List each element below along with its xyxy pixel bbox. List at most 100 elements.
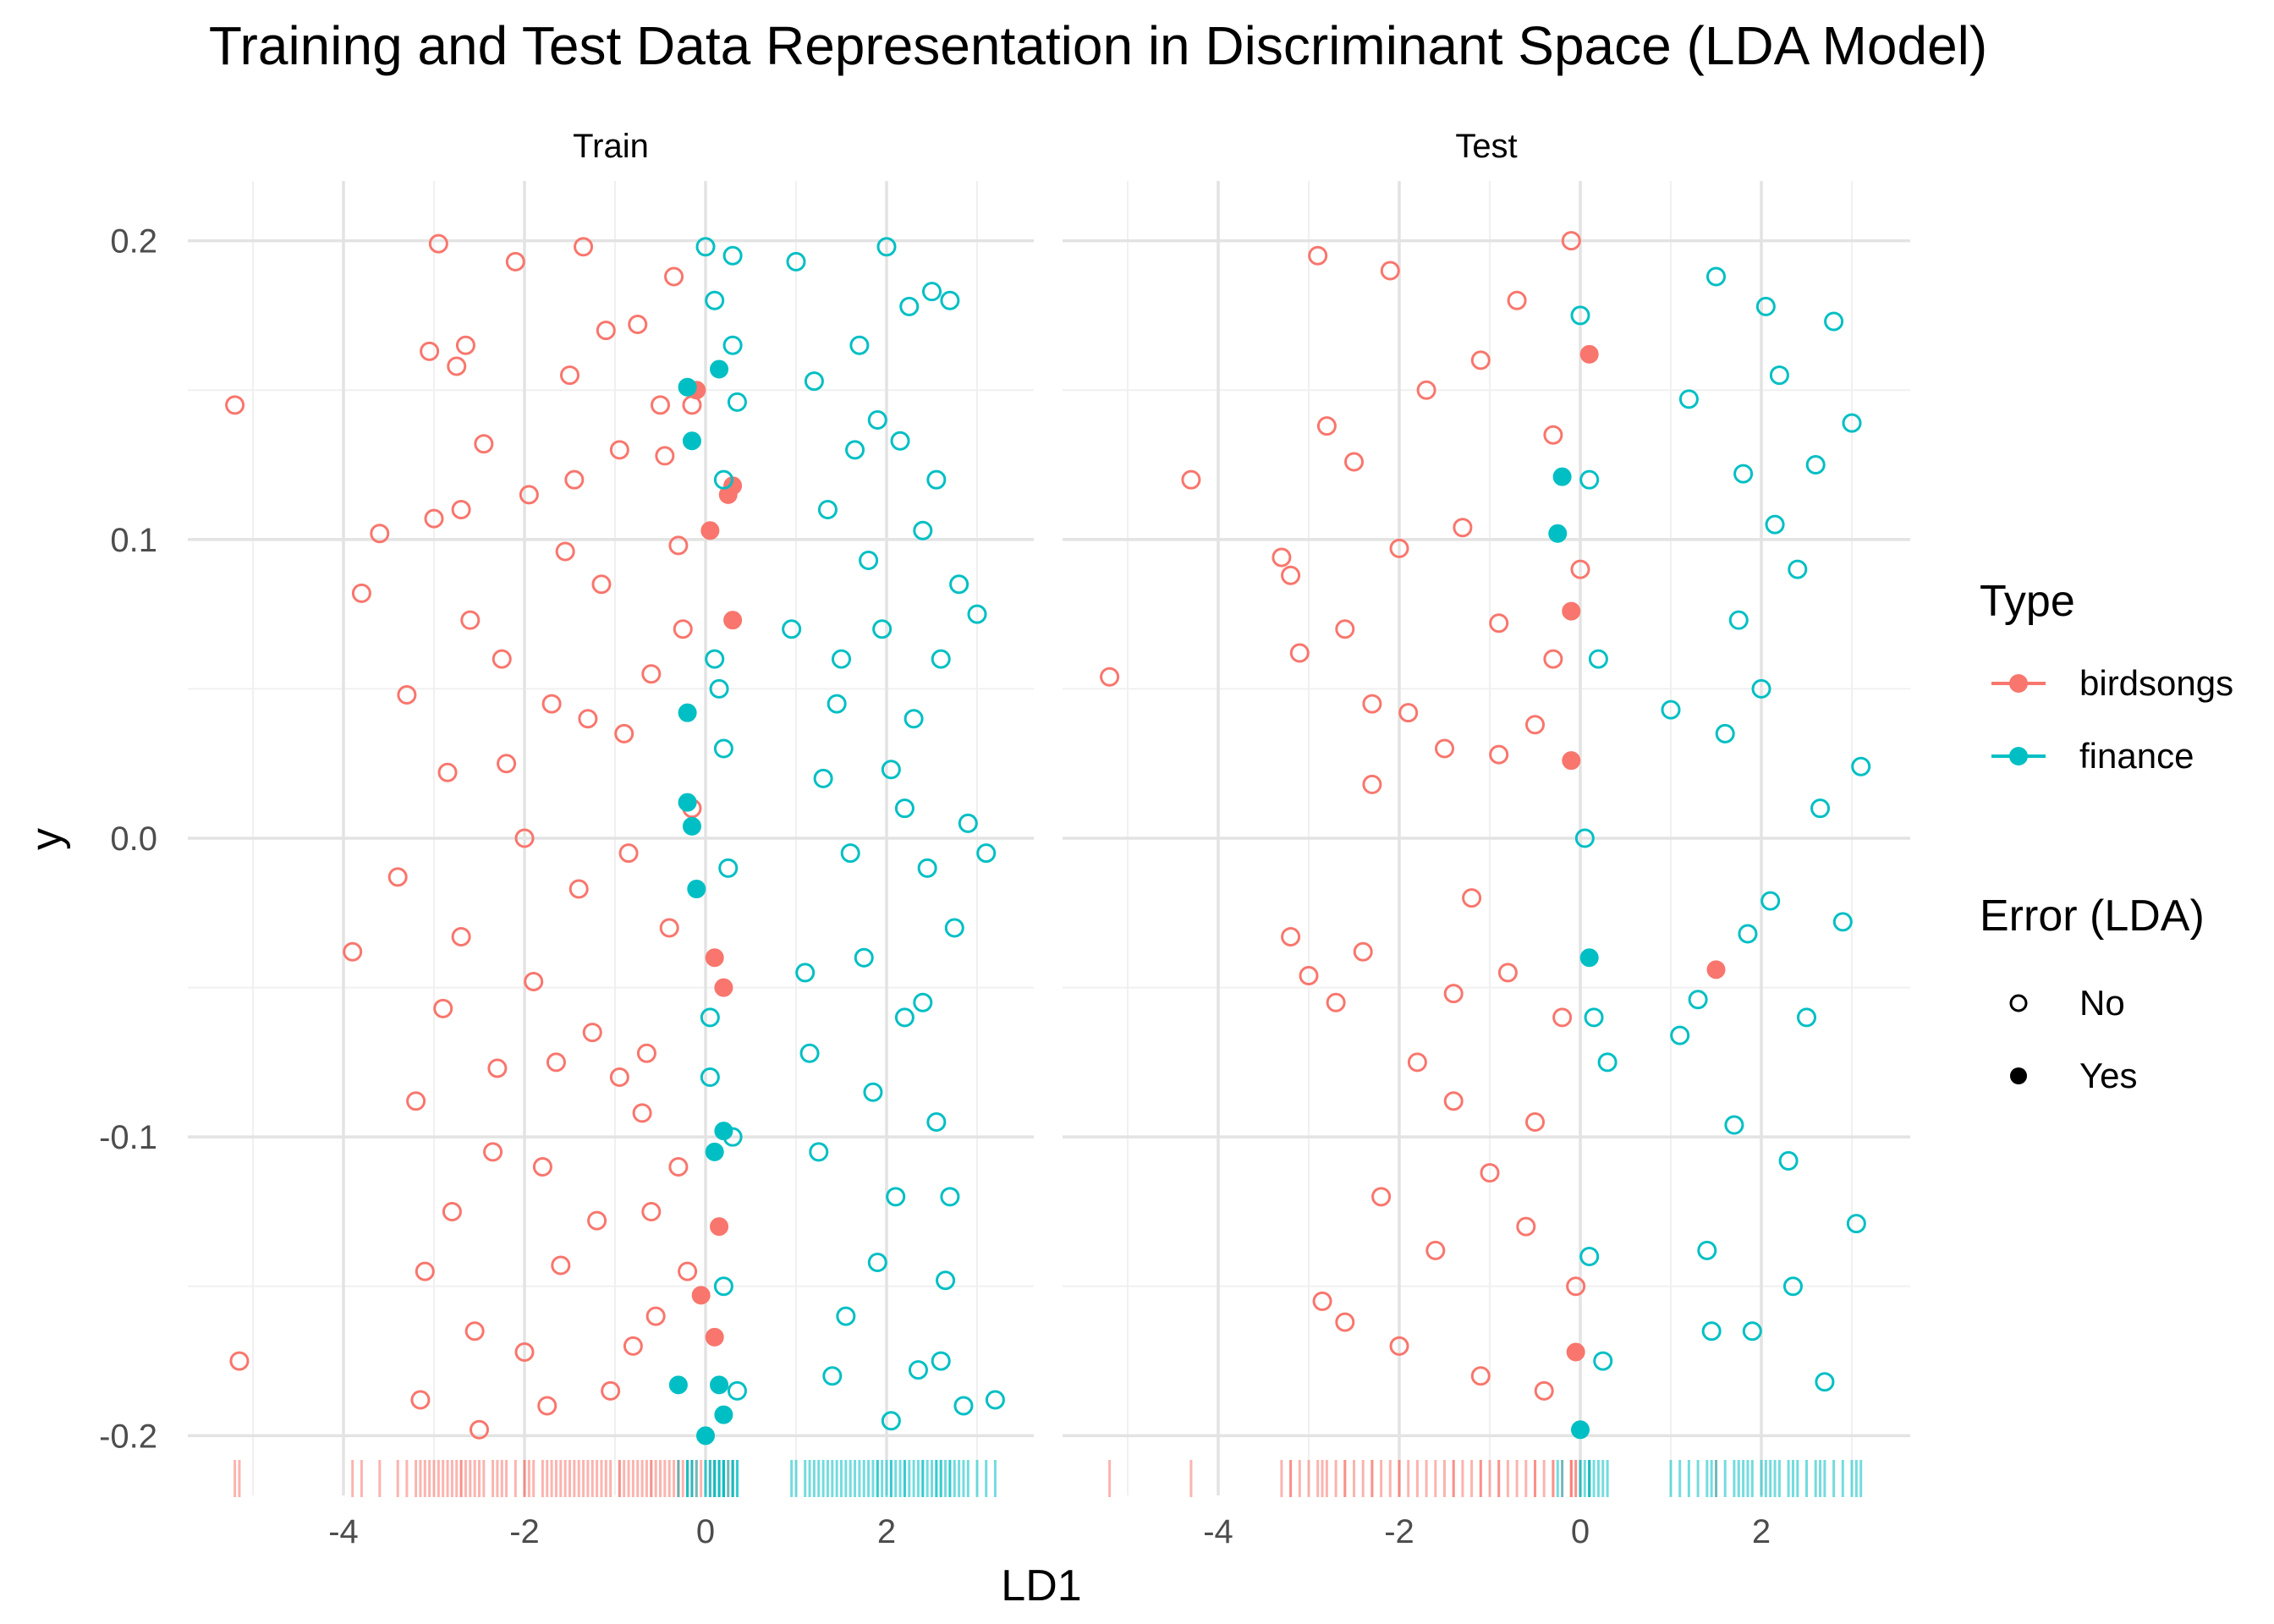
data-point bbox=[913, 520, 933, 540]
data-point bbox=[1552, 1007, 1573, 1028]
y-tick-label: 0.0 bbox=[110, 820, 157, 858]
data-point bbox=[1588, 649, 1608, 669]
data-point bbox=[904, 709, 924, 729]
data-point bbox=[1389, 538, 1409, 558]
data-point bbox=[1335, 619, 1355, 639]
data-point bbox=[899, 296, 920, 316]
data-point bbox=[1593, 1351, 1613, 1371]
error-point bbox=[710, 1217, 729, 1237]
data-point bbox=[519, 485, 539, 505]
y-tick-label: 0.2 bbox=[110, 223, 157, 261]
data-point bbox=[428, 233, 448, 254]
data-point bbox=[420, 341, 440, 361]
data-point bbox=[1755, 296, 1776, 316]
data-point bbox=[433, 998, 453, 1018]
data-point bbox=[1489, 613, 1509, 634]
data-point bbox=[1425, 1240, 1446, 1260]
data-point bbox=[1810, 798, 1831, 819]
data-point bbox=[555, 541, 575, 562]
x-tick-label: 2 bbox=[877, 1513, 896, 1550]
data-point bbox=[782, 619, 802, 639]
data-point bbox=[1701, 1321, 1722, 1341]
data-point bbox=[926, 469, 947, 490]
error-point bbox=[1566, 1342, 1585, 1362]
error-point bbox=[1706, 960, 1726, 979]
x-tick-label: 0 bbox=[1571, 1513, 1590, 1550]
data-point bbox=[1371, 1187, 1392, 1207]
data-point bbox=[668, 1157, 689, 1177]
data-point bbox=[799, 1043, 820, 1063]
rug bbox=[233, 1460, 997, 1497]
data-point bbox=[641, 1201, 662, 1221]
data-point bbox=[859, 551, 879, 571]
legend-key-filled bbox=[2010, 1067, 2027, 1084]
data-point bbox=[1380, 261, 1400, 281]
data-point bbox=[632, 1103, 652, 1123]
data-point bbox=[1353, 941, 1373, 962]
data-point bbox=[1584, 1007, 1604, 1028]
data-point bbox=[786, 251, 806, 272]
data-point bbox=[1344, 452, 1364, 472]
data-point bbox=[1561, 231, 1581, 251]
error-point bbox=[1571, 1420, 1590, 1440]
data-point bbox=[709, 678, 729, 699]
data-point bbox=[1435, 738, 1454, 759]
data-point bbox=[1362, 774, 1382, 794]
data-point bbox=[1566, 1276, 1586, 1297]
data-point bbox=[1570, 559, 1590, 579]
data-point bbox=[718, 858, 739, 878]
data-point bbox=[1281, 927, 1301, 947]
data-point bbox=[618, 843, 639, 864]
data-point bbox=[940, 290, 960, 310]
data-point bbox=[474, 434, 494, 454]
data-point bbox=[609, 1067, 629, 1088]
data-point bbox=[568, 879, 589, 899]
data-point bbox=[1407, 1052, 1427, 1073]
data-point bbox=[863, 1082, 883, 1102]
data-point bbox=[817, 500, 838, 519]
data-point bbox=[976, 843, 997, 864]
data-point bbox=[700, 1007, 720, 1028]
data-point bbox=[397, 684, 417, 705]
data-point bbox=[813, 768, 833, 788]
data-point bbox=[497, 754, 517, 774]
data-point bbox=[1316, 416, 1337, 436]
error-point bbox=[691, 1286, 711, 1305]
data-point bbox=[623, 1336, 643, 1356]
data-point bbox=[1688, 990, 1708, 1010]
data-point bbox=[1516, 1216, 1536, 1237]
data-point bbox=[641, 664, 662, 684]
data-point bbox=[406, 1091, 426, 1111]
data-point bbox=[936, 1270, 956, 1291]
data-point bbox=[727, 392, 747, 412]
y-tick-label: -0.1 bbox=[99, 1119, 157, 1156]
data-point bbox=[1805, 455, 1826, 475]
data-point bbox=[881, 1411, 901, 1431]
data-points bbox=[1100, 231, 1871, 1440]
error-point bbox=[678, 793, 697, 812]
data-point bbox=[1362, 694, 1382, 714]
data-point bbox=[1851, 756, 1871, 776]
error-point bbox=[1562, 601, 1581, 621]
data-point bbox=[985, 1390, 1005, 1410]
legend-entry-no: No bbox=[2009, 983, 2125, 1023]
data-point bbox=[849, 335, 870, 355]
data-point bbox=[949, 574, 969, 595]
error-point bbox=[678, 703, 697, 722]
legend-label: finance bbox=[2079, 736, 2194, 776]
data-point bbox=[1462, 888, 1482, 908]
data-point bbox=[628, 315, 648, 335]
data-point bbox=[560, 365, 579, 386]
y-axis: -0.2 -0.1 0.0 0.1 0.2 bbox=[99, 223, 157, 1456]
legend-entry-yes: Yes bbox=[2010, 1056, 2138, 1095]
data-point bbox=[894, 1007, 915, 1028]
data-point bbox=[551, 1255, 571, 1276]
data-point bbox=[524, 972, 544, 992]
data-point bbox=[827, 694, 847, 714]
data-point bbox=[455, 335, 475, 355]
data-point bbox=[514, 1341, 535, 1362]
data-point bbox=[1678, 389, 1699, 409]
error-point bbox=[714, 1405, 733, 1424]
y-axis-title: y bbox=[22, 828, 71, 850]
data-point bbox=[651, 395, 670, 415]
